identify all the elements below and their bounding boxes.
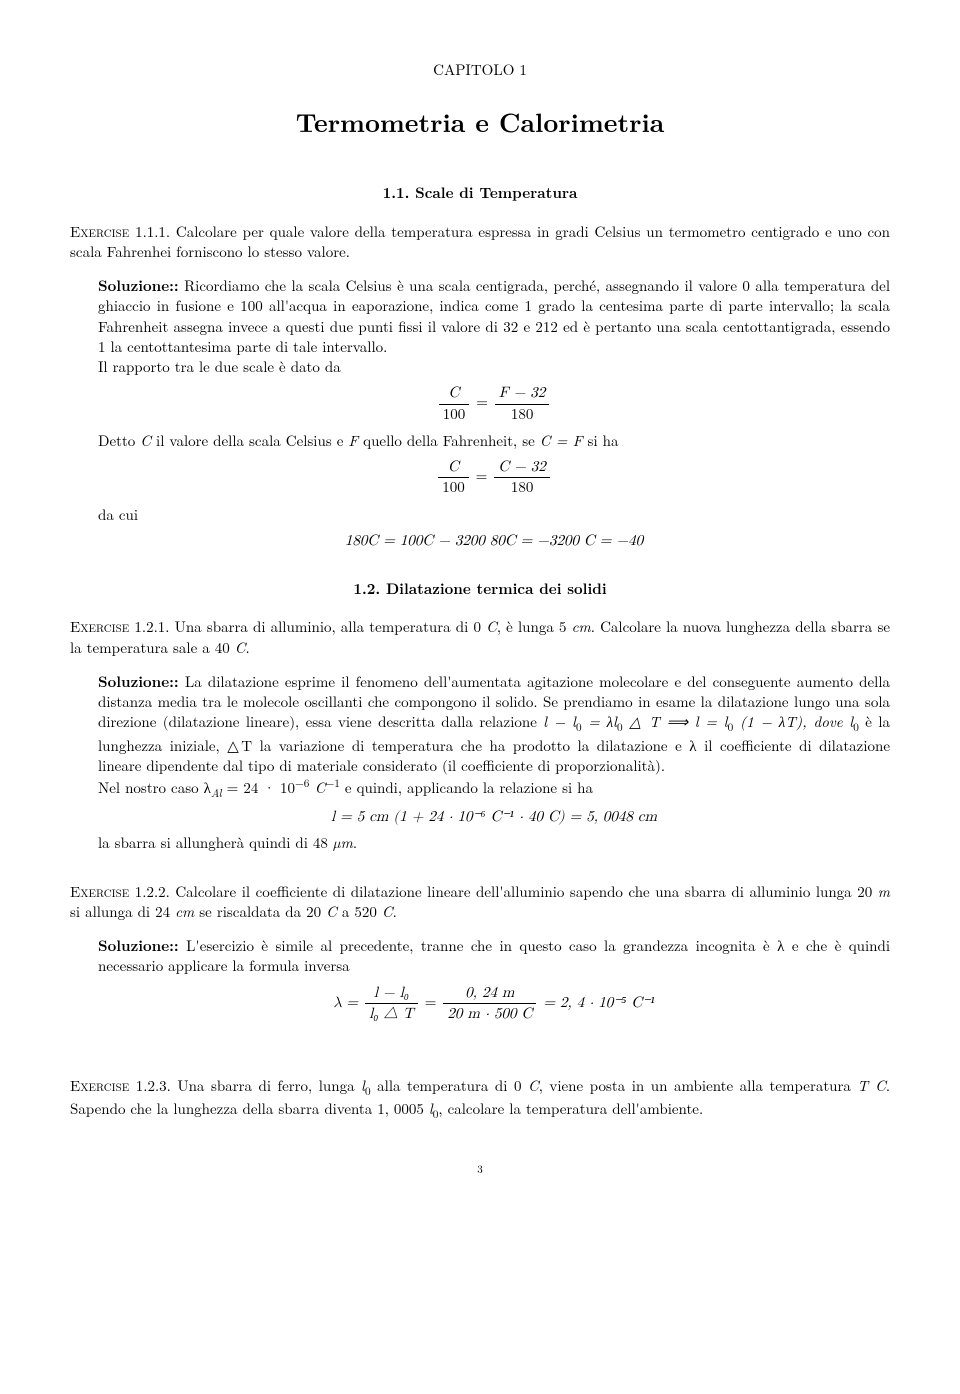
exercise-1-2-3: Exercise 1.2.3. Una sbarra di ferro, lun… (70, 1076, 890, 1122)
eq-den: l₀ △ T (365, 1004, 418, 1024)
equation-5: λ = l − l₀l₀ △ T = 0, 24 m20 m · 500 C =… (98, 983, 890, 1025)
solution-1-1-1: Soluzione:: Ricordiamo che la scala Cels… (98, 276, 890, 551)
eq-num: l − l₀ (365, 983, 418, 1004)
section-2-title: 1.2. Dilatazione termica dei solidi (70, 579, 890, 599)
solution-para-1: L'esercizio è simile al precedente, tran… (98, 935, 890, 976)
exercise-text: Calcolare per quale valore della tempera… (70, 221, 890, 262)
eq-den: 100 (438, 478, 469, 498)
chapter-label: CAPITOLO 1 (70, 60, 890, 80)
solution-label: Soluzione:: (98, 935, 179, 956)
solution-para-2: Nel nostro caso λAl = 24 · 10−6 C−1 e qu… (98, 777, 593, 798)
exercise-1-2-1: Exercise 1.2.1. Una sbarra di alluminio,… (70, 617, 890, 658)
eq-num: 0, 24 m (443, 983, 536, 1004)
exercise-number: 1.2.1. (134, 616, 169, 637)
solution-para-1: La dilatazione esprime il fenomeno dell'… (98, 671, 890, 776)
section-1-title: 1.1. Scale di Temperatura (70, 183, 890, 203)
exercise-head: Exercise (70, 881, 129, 902)
exercise-number: 1.2.3. (136, 1075, 171, 1096)
equation-1: C100 = F − 32180 (98, 383, 890, 425)
exercise-head: Exercise (70, 1075, 129, 1096)
page-number: 3 (70, 1163, 890, 1178)
solution-para-4: da cui (98, 504, 138, 525)
equation-3: 180C = 100C − 3200 80C = −3200 C = −40 (98, 531, 890, 551)
solution-para-3: Detto C il valore della scala Celsius e … (98, 430, 618, 451)
eq-num: F − 32 (495, 383, 549, 404)
chapter-title: Termometria e Calorimetria (70, 104, 890, 139)
eq-den: 20 m · 500 C (443, 1004, 536, 1024)
exercise-number: 1.2.2. (135, 881, 170, 902)
exercise-number: 1.1.1. (135, 221, 170, 242)
solution-label: Soluzione:: (98, 275, 179, 296)
exercise-head: Exercise (70, 616, 129, 637)
eq-den: 180 (495, 405, 549, 425)
equation-4: l = 5 cm (1 + 24 · 10⁻⁶ C⁻¹ · 40 C) = 5,… (98, 807, 890, 827)
solution-label: Soluzione:: (98, 671, 179, 692)
exercise-1-1-1: Exercise 1.1.1. Calcolare per quale valo… (70, 222, 890, 263)
exercise-1-2-2: Exercise 1.2.2. Calcolare il coefficient… (70, 882, 890, 923)
solution-1-2-2: Soluzione:: L'esercizio è simile al prec… (98, 936, 890, 1024)
exercise-text: Calcolare il coefficiente di dilatazione… (70, 881, 890, 922)
exercise-text: Una sbarra di alluminio, alla temperatur… (70, 616, 890, 657)
eq-den: 100 (439, 405, 470, 425)
equation-2: C100 = C − 32180 (98, 457, 890, 499)
solution-para-1: Ricordiamo che la scala Celsius è una sc… (98, 275, 890, 357)
exercise-head: Exercise (70, 221, 129, 242)
eq-den: 180 (494, 478, 549, 498)
solution-1-2-1: Soluzione:: La dilatazione esprime il fe… (98, 672, 890, 854)
eq-num: C − 32 (494, 457, 549, 478)
exercise-text: Una sbarra di ferro, lunga l0 alla tempe… (70, 1075, 890, 1119)
eq-num: C (439, 383, 470, 404)
solution-para-2: Il rapporto tra le due scale è dato da (98, 356, 341, 377)
eq-num: C (438, 457, 469, 478)
solution-para-3: la sbarra si allungherà quindi di 48 µm. (98, 832, 357, 853)
